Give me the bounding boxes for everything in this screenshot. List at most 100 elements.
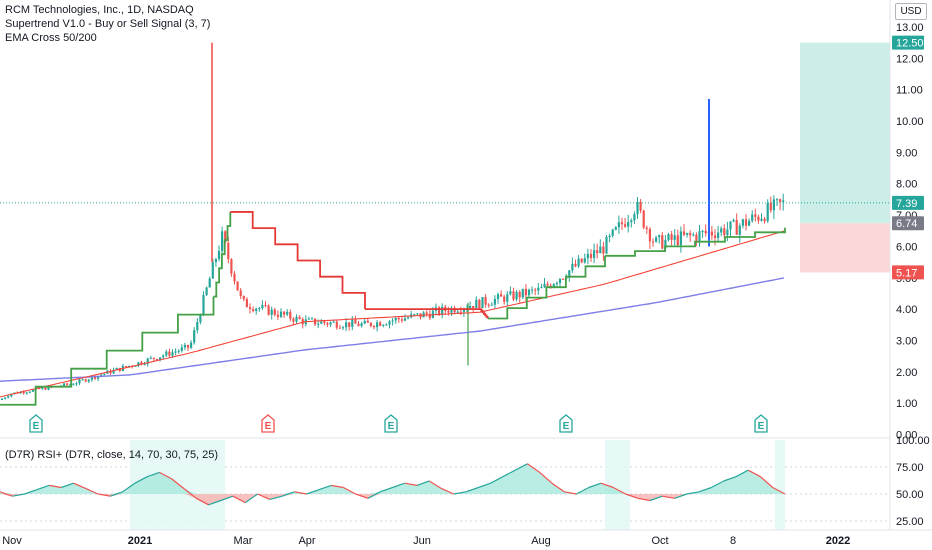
candle-body <box>456 311 459 313</box>
rsi-pane[interactable] <box>0 440 890 530</box>
rsi-line-segment <box>367 491 381 499</box>
candle-body <box>469 305 472 309</box>
supertrend-line <box>213 211 232 298</box>
rsi-line-segment <box>380 486 393 493</box>
candle-body <box>682 231 686 235</box>
candle-body <box>112 369 115 374</box>
rsi-line-segment <box>183 488 197 499</box>
candle-body <box>7 396 10 398</box>
earnings-marker[interactable]: E <box>754 414 768 433</box>
rsi-line-segment <box>281 491 295 497</box>
rsi-line-segment <box>551 482 565 493</box>
ema-50-line <box>0 230 785 398</box>
earnings-marker[interactable]: E <box>559 414 573 433</box>
price-tick-label: 12.00 <box>896 53 924 65</box>
candle-body <box>149 357 152 359</box>
candle-body <box>723 228 726 236</box>
candle-body <box>568 270 571 278</box>
candle-body <box>41 387 44 389</box>
rsi-line-segment <box>36 484 50 491</box>
candle-body <box>81 379 84 381</box>
indicator-supertrend-label[interactable]: Supertrend V1.0 - Buy or Sell Signal (3,… <box>5 18 211 30</box>
candle-body <box>664 240 667 249</box>
candle-body <box>180 347 183 351</box>
candle-body <box>689 232 692 236</box>
price-tick-label: 13.00 <box>896 22 924 34</box>
candle-body <box>66 383 69 385</box>
time-tick-label: Apr <box>298 535 315 547</box>
candle-body <box>602 246 605 254</box>
currency-button[interactable]: USD <box>895 3 927 20</box>
candle-body <box>633 214 636 221</box>
rsi-line-segment <box>48 484 62 489</box>
rsi-line-segment <box>527 463 541 473</box>
candle-body <box>490 304 493 306</box>
candle-body <box>267 305 270 315</box>
indicator-ema-label[interactable]: EMA Cross 50/200 <box>5 32 97 44</box>
candle-body <box>202 294 205 316</box>
earnings-badge <box>754 414 768 433</box>
rsi-line-segment <box>416 480 430 486</box>
candle-body <box>487 304 490 306</box>
candle-body <box>255 308 258 311</box>
candle-body <box>168 351 171 356</box>
candle-body <box>472 305 475 309</box>
candle-body <box>546 283 549 286</box>
candle-body <box>521 288 524 298</box>
candle-body <box>583 258 586 263</box>
rsi-line-segment <box>600 482 614 489</box>
earnings-marker[interactable]: E <box>384 414 398 433</box>
candle-body <box>72 384 75 386</box>
candle-body <box>586 253 589 259</box>
rsi-line-segment <box>73 482 87 490</box>
candle-body <box>128 365 131 367</box>
candle-body <box>630 220 633 222</box>
candle-body <box>720 228 723 233</box>
rsi-line-segment <box>490 476 504 484</box>
candle-body <box>4 397 7 399</box>
candle-body <box>667 234 670 241</box>
indicator-rsi-label[interactable]: (D7R) RSI+ (D7R, close, 14, 70, 30, 75, … <box>5 449 219 461</box>
candle-body <box>400 319 403 321</box>
candle-body <box>403 318 407 321</box>
candle-body <box>62 383 66 387</box>
symbol-title[interactable]: RCM Technologies, Inc., 1D, NASDAQ <box>5 4 194 16</box>
candle-body <box>481 297 484 309</box>
candle-body <box>589 253 593 258</box>
candle-body <box>248 307 252 310</box>
candle-body <box>735 220 738 235</box>
candle-body <box>757 216 760 221</box>
candle-body <box>496 294 500 300</box>
price-tag-label: 6.74 <box>896 218 917 230</box>
rsi-line-segment <box>686 491 700 495</box>
candle-body <box>493 299 496 305</box>
rsi-line-segment <box>539 471 553 484</box>
candle-body <box>534 289 537 291</box>
rsi-line-segment <box>453 491 467 495</box>
candle-body <box>744 219 748 226</box>
price-tag-label: 7.39 <box>896 198 917 210</box>
candle-body <box>10 393 13 397</box>
candle-body <box>766 203 769 222</box>
earnings-marker[interactable]: E <box>261 414 275 433</box>
rsi-line-segment <box>97 493 111 497</box>
earnings-marker[interactable]: E <box>29 414 43 433</box>
candle-body <box>276 314 279 317</box>
candle-body <box>704 230 707 234</box>
candle-body <box>543 283 546 288</box>
time-tick-label: Mar <box>234 535 253 547</box>
candle-body <box>233 273 236 282</box>
price-tick-label: 6.00 <box>896 241 917 253</box>
rsi-line-segment <box>588 482 602 489</box>
supertrend-line <box>480 308 489 319</box>
candle-body <box>90 376 93 380</box>
candle-body <box>348 322 351 327</box>
candle-body <box>562 278 565 280</box>
earnings-badge <box>29 414 43 433</box>
rsi-line-segment <box>613 486 626 495</box>
rsi-line-segment <box>159 471 172 480</box>
price-tag <box>892 216 924 231</box>
candle-body <box>397 317 400 320</box>
candle-body <box>217 250 221 260</box>
